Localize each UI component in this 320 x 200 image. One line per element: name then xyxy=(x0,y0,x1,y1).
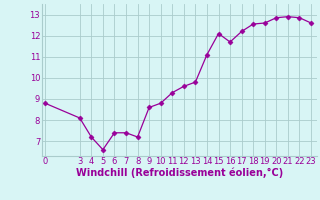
X-axis label: Windchill (Refroidissement éolien,°C): Windchill (Refroidissement éolien,°C) xyxy=(76,168,283,178)
